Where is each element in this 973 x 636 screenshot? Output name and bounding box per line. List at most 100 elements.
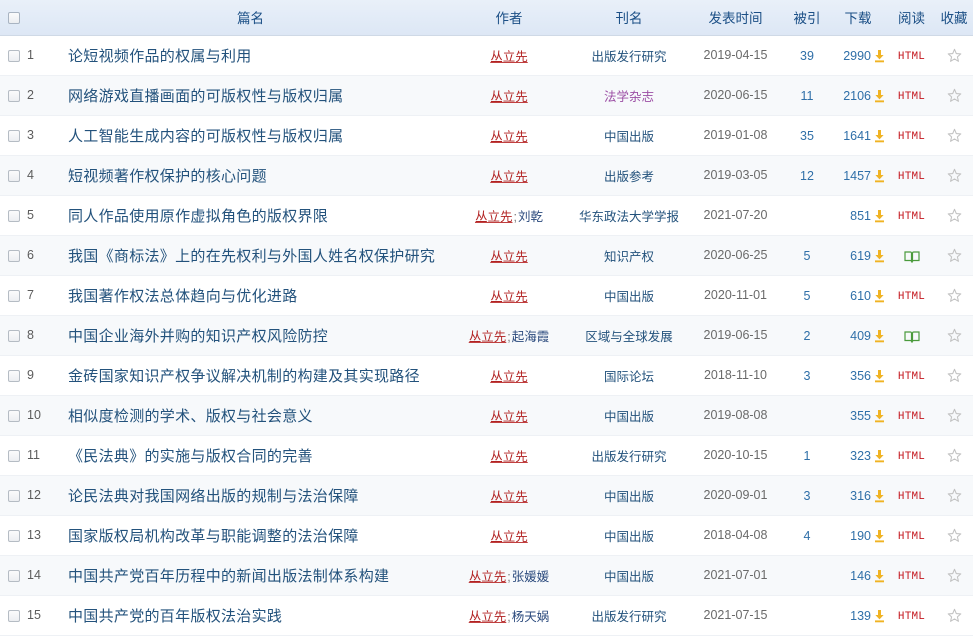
- html-read-link[interactable]: HTML: [897, 91, 926, 103]
- co-author-link[interactable]: 张媛媛: [511, 569, 550, 584]
- journal-link[interactable]: 出版参考: [603, 169, 654, 184]
- co-author-link[interactable]: 起海霞: [511, 329, 550, 344]
- article-title-link[interactable]: 论短视频作品的权属与利用: [68, 46, 252, 65]
- cited-count-link[interactable]: 2: [803, 328, 811, 343]
- download-count-link[interactable]: 316: [850, 488, 871, 503]
- download-count-link[interactable]: 323: [850, 448, 871, 463]
- download-count-link[interactable]: 1457: [843, 168, 871, 183]
- row-checkbox[interactable]: [8, 90, 20, 103]
- cited-count-link[interactable]: 4: [803, 528, 811, 543]
- article-title-link[interactable]: 网络游戏直播画面的可版权性与版权归属: [68, 86, 344, 105]
- row-checkbox[interactable]: [8, 130, 20, 143]
- co-author-link[interactable]: 刘乾: [517, 209, 543, 224]
- journal-link[interactable]: 出版发行研究: [591, 449, 667, 464]
- cited-count-link[interactable]: 5: [803, 288, 811, 303]
- download-icon[interactable]: [873, 609, 886, 623]
- article-title-link[interactable]: 短视频著作权保护的核心问题: [68, 166, 267, 185]
- column-header-title[interactable]: 篇名: [56, 0, 445, 36]
- star-outline-icon[interactable]: [947, 48, 962, 63]
- html-read-link[interactable]: HTML: [897, 291, 926, 303]
- download-icon[interactable]: [873, 489, 886, 503]
- journal-link[interactable]: 出版发行研究: [591, 49, 667, 64]
- row-checkbox[interactable]: [8, 50, 20, 63]
- cited-count-link[interactable]: 12: [800, 168, 814, 183]
- download-icon[interactable]: [873, 49, 886, 63]
- cited-count-link[interactable]: 1: [803, 448, 811, 463]
- journal-link[interactable]: 国际论坛: [603, 369, 654, 384]
- row-checkbox[interactable]: [8, 250, 20, 263]
- row-checkbox[interactable]: [8, 530, 20, 543]
- article-title-link[interactable]: 中国企业海外并购的知识产权风险防控: [68, 326, 329, 345]
- download-count-link[interactable]: 356: [850, 368, 871, 383]
- star-outline-icon[interactable]: [947, 408, 962, 423]
- first-author-link[interactable]: 丛立先: [490, 49, 528, 64]
- download-icon[interactable]: [873, 249, 886, 263]
- row-checkbox[interactable]: [8, 330, 20, 343]
- article-title-link[interactable]: 同人作品使用原作虚拟角色的版权界限: [68, 206, 329, 225]
- journal-link[interactable]: 出版发行研究: [591, 609, 667, 624]
- html-read-link[interactable]: HTML: [897, 451, 926, 463]
- row-checkbox[interactable]: [8, 170, 20, 183]
- first-author-link[interactable]: 丛立先: [490, 489, 528, 504]
- row-checkbox[interactable]: [8, 490, 20, 503]
- article-title-link[interactable]: 论民法典对我国网络出版的规制与法治保障: [68, 486, 359, 505]
- download-icon[interactable]: [873, 169, 886, 183]
- first-author-link[interactable]: 丛立先: [474, 209, 513, 224]
- first-author-link[interactable]: 丛立先: [490, 369, 528, 384]
- journal-link[interactable]: 华东政法大学学报: [578, 209, 679, 224]
- cited-count-link[interactable]: 3: [803, 368, 811, 383]
- download-count-link[interactable]: 1641: [843, 128, 871, 143]
- row-checkbox[interactable]: [8, 210, 20, 223]
- first-author-link[interactable]: 丛立先: [468, 569, 507, 584]
- first-author-link[interactable]: 丛立先: [468, 329, 507, 344]
- first-author-link[interactable]: 丛立先: [490, 409, 528, 424]
- row-checkbox[interactable]: [8, 450, 20, 463]
- journal-link[interactable]: 中国出版: [603, 289, 654, 304]
- open-book-icon[interactable]: [903, 250, 920, 263]
- first-author-link[interactable]: 丛立先: [490, 449, 528, 464]
- first-author-link[interactable]: 丛立先: [490, 129, 528, 144]
- column-header-cited[interactable]: 被引: [786, 0, 828, 36]
- download-icon[interactable]: [873, 289, 886, 303]
- article-title-link[interactable]: 中国共产党的百年版权法治实践: [68, 606, 283, 625]
- article-title-link[interactable]: 国家版权局机构改革与职能调整的法治保障: [68, 526, 359, 545]
- html-read-link[interactable]: HTML: [897, 51, 926, 63]
- download-icon[interactable]: [873, 569, 886, 583]
- journal-link[interactable]: 区域与全球发展: [585, 329, 673, 344]
- star-outline-icon[interactable]: [947, 168, 962, 183]
- html-read-link[interactable]: HTML: [897, 411, 926, 423]
- download-count-link[interactable]: 146: [850, 568, 871, 583]
- article-title-link[interactable]: 人工智能生成内容的可版权性与版权归属: [68, 126, 344, 145]
- journal-link[interactable]: 法学杂志: [603, 89, 654, 104]
- first-author-link[interactable]: 丛立先: [490, 169, 528, 184]
- download-icon[interactable]: [873, 409, 886, 423]
- star-outline-icon[interactable]: [947, 608, 962, 623]
- first-author-link[interactable]: 丛立先: [490, 89, 528, 104]
- row-checkbox[interactable]: [8, 290, 20, 303]
- html-read-link[interactable]: HTML: [897, 571, 926, 583]
- download-icon[interactable]: [873, 129, 886, 143]
- download-icon[interactable]: [873, 529, 886, 543]
- article-title-link[interactable]: 金砖国家知识产权争议解决机制的构建及其实现路径: [68, 366, 420, 385]
- article-title-link[interactable]: 中国共产党百年历程中的新闻出版法制体系构建: [68, 566, 390, 585]
- column-header-author[interactable]: 作者: [445, 0, 573, 36]
- html-read-link[interactable]: HTML: [897, 171, 926, 183]
- download-count-link[interactable]: 2106: [843, 88, 871, 103]
- cited-count-link[interactable]: 3: [803, 488, 811, 503]
- article-title-link[interactable]: 《民法典》的实施与版权合同的完善: [68, 446, 313, 465]
- html-read-link[interactable]: HTML: [897, 611, 926, 623]
- download-count-link[interactable]: 851: [850, 208, 871, 223]
- star-outline-icon[interactable]: [947, 488, 962, 503]
- first-author-link[interactable]: 丛立先: [490, 289, 528, 304]
- html-read-link[interactable]: HTML: [897, 371, 926, 383]
- star-outline-icon[interactable]: [947, 328, 962, 343]
- star-outline-icon[interactable]: [947, 448, 962, 463]
- download-icon[interactable]: [873, 369, 886, 383]
- open-book-icon[interactable]: [903, 330, 920, 343]
- download-icon[interactable]: [873, 449, 886, 463]
- row-checkbox[interactable]: [8, 370, 20, 383]
- download-count-link[interactable]: 619: [850, 248, 871, 263]
- star-outline-icon[interactable]: [947, 528, 962, 543]
- star-outline-icon[interactable]: [947, 128, 962, 143]
- journal-link[interactable]: 中国出版: [603, 529, 654, 544]
